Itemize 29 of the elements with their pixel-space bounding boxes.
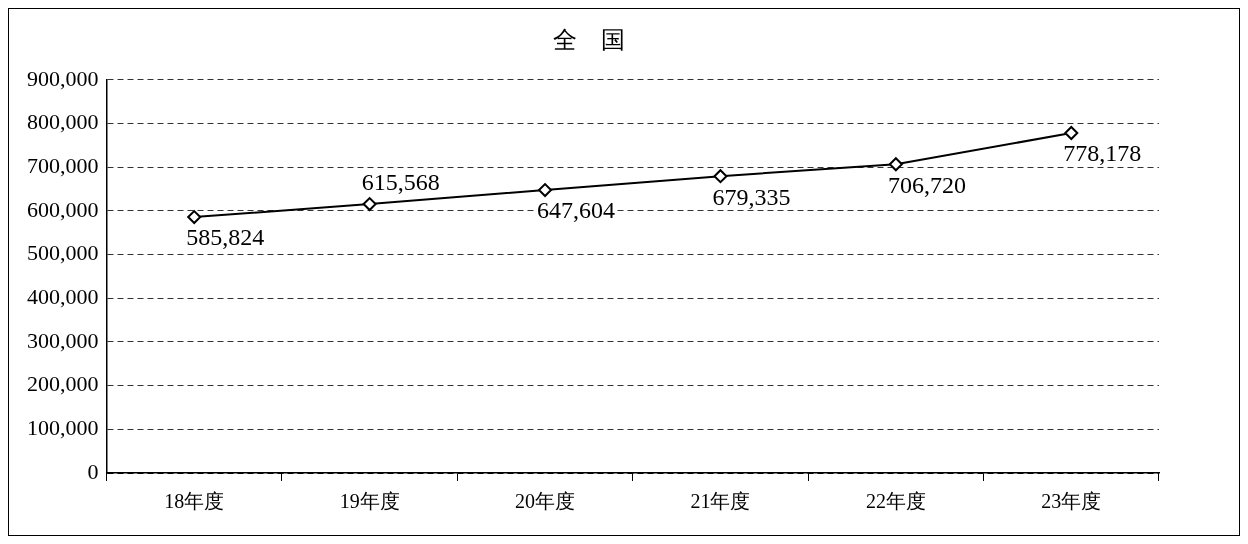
y-tick-label: 900,000 (27, 65, 99, 91)
y-tick-label: 400,000 (27, 284, 99, 310)
x-tick-label: 22年度 (865, 490, 926, 513)
y-tick-label: 500,000 (27, 240, 99, 266)
x-tick-label: 19年度 (339, 490, 400, 513)
data-label: 615,568 (361, 169, 440, 196)
x-tick-label: 20年度 (515, 490, 576, 513)
y-tick-label: 0 (87, 458, 99, 484)
data-label: 647,604 (537, 197, 616, 224)
y-tick-label: 200,000 (27, 371, 99, 397)
point (362, 197, 377, 212)
point (1064, 126, 1079, 141)
y-tick-label: 100,000 (27, 415, 99, 441)
point (713, 169, 728, 184)
x-tick-label: 18年度 (164, 490, 225, 513)
y-tick-label: 700,000 (27, 152, 99, 178)
point (187, 210, 202, 225)
data-label: 679,335 (712, 183, 791, 210)
y-tick-label: 600,000 (27, 196, 99, 222)
chart-title: 全 国 (553, 26, 625, 53)
data-label: 706,720 (887, 171, 966, 198)
y-tick-label: 300,000 (27, 327, 99, 353)
data-label: 778,178 (1063, 140, 1142, 167)
point (538, 183, 553, 198)
x-tick-label: 21年度 (690, 490, 751, 513)
point (888, 157, 903, 172)
x-tick-label: 23年度 (1041, 490, 1102, 513)
data-label: 585,824 (186, 224, 265, 251)
y-tick-label: 800,000 (27, 109, 99, 135)
